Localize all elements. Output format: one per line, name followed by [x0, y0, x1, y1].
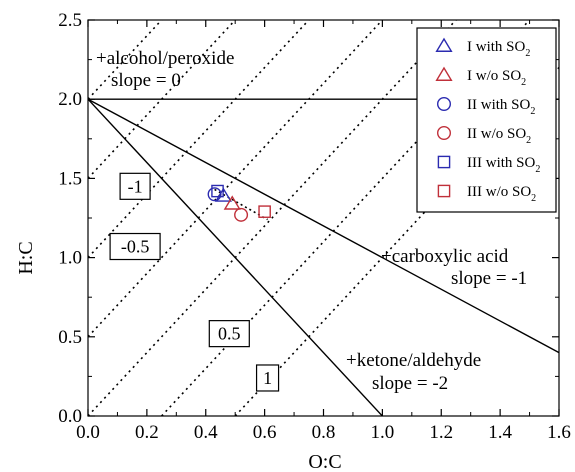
- oxidation-label-text: -0.5: [121, 237, 150, 257]
- oxidation-label-box: [119, 172, 151, 200]
- legend-box: [416, 27, 557, 213]
- legend-item: III w/o SO2: [437, 184, 536, 204]
- legend-marker-triangle: [435, 37, 453, 52]
- oxidation-label-text: 0.5: [218, 324, 241, 344]
- y-tick-label: 2.5: [58, 10, 82, 31]
- y-axis-label: H:C: [15, 241, 37, 274]
- legend-marker-circle: [437, 125, 452, 140]
- reference-line-dotted-5: [87, 19, 310, 259]
- annotation-carboxylic-line1: +carboxylic acid: [381, 246, 509, 267]
- x-tick-label: 0.2: [135, 422, 159, 443]
- legend-item: II w/o SO2: [437, 125, 531, 146]
- oxidation-label-box: [109, 232, 161, 261]
- oxidation-label-text: 1: [263, 368, 272, 388]
- oxidation-label-text: -1: [128, 176, 143, 196]
- annotation-alcohol-line1: +alcohol/peroxide: [96, 48, 234, 69]
- legend-marker-circle: [437, 96, 452, 111]
- y-tick-label: 0.5: [58, 327, 82, 348]
- annotations: +alcohol/peroxide slope = 0 +carboxylic …: [96, 48, 527, 394]
- legend-label: III w/o SO2: [467, 184, 536, 204]
- legend-item: III with SO2: [437, 155, 540, 175]
- legend-marker-square: [437, 155, 451, 169]
- oxidation-label-box: [255, 364, 280, 392]
- data-point-circle-series-2-0: [207, 187, 222, 202]
- annotation-ketone-line1: +ketone/aldehyde: [346, 350, 481, 371]
- data-point-triangle-series-1-0: [223, 195, 241, 210]
- x-tick-label: 0.4: [194, 422, 218, 443]
- axis-ticks: 0.0 0.2 0.4 0.6 0.8 1.0 1.2 1.4 1.6 0.0 0.5 1.0 1.5 2…: [58, 10, 571, 443]
- x-tick-label: 0.6: [253, 422, 277, 443]
- annotation-carboxylic-line2: slope = -1: [451, 268, 527, 289]
- oxidation-label-0: -1: [119, 172, 151, 200]
- reference-line-dotted-4: [87, 19, 236, 179]
- y-tick-label: 1.5: [58, 168, 82, 189]
- x-tick-label: 1.6: [547, 422, 571, 443]
- x-tick-label: 0.0: [76, 422, 100, 443]
- x-tick-label: 0.8: [312, 422, 336, 443]
- x-axis-label: O:C: [308, 451, 341, 472]
- oxidation-label-box: [208, 320, 250, 348]
- legend-label: II w/o SO2: [467, 126, 531, 146]
- legend-marker-triangle: [435, 66, 453, 81]
- y-tick-label: 1.0: [58, 248, 82, 269]
- y-tick-label: 2.0: [58, 89, 82, 110]
- reference-line-dotted-6: [87, 19, 383, 338]
- legend-item: I with SO2: [435, 37, 530, 59]
- legend-label: I with SO2: [467, 39, 530, 59]
- legend-item: II with SO2: [437, 96, 535, 117]
- annotation-ketone-line2: slope = -2: [372, 373, 448, 394]
- data-points: [207, 184, 271, 222]
- x-tick-label: 1.0: [371, 422, 395, 443]
- y-tick-label: 0.0: [58, 406, 82, 427]
- x-tick-label: 1.2: [429, 422, 453, 443]
- data-point-square-series-4-0: [211, 184, 224, 198]
- legend-label: III with SO2: [467, 155, 540, 175]
- legend-marker-square: [437, 184, 451, 198]
- data-point-square-series-5-0: [258, 205, 271, 218]
- reference-line-dotted-7: [87, 19, 457, 417]
- legend-item: I w/o SO2: [435, 66, 526, 88]
- reference-line-solid-1: [87, 98, 560, 354]
- legend-label: I w/o SO2: [467, 68, 526, 88]
- oxidation-label-1: -0.5: [109, 232, 161, 261]
- oxidation-label-2: 0.5: [208, 320, 250, 348]
- data-point-triangle-series-0-0: [214, 187, 232, 202]
- oxidation-state-labels: -1 -0.5 0.5 1: [109, 172, 280, 392]
- oxidation-label-3: 1: [255, 364, 280, 392]
- x-tick-label: 1.4: [488, 422, 512, 443]
- legend-label: II with SO2: [467, 97, 535, 117]
- annotation-alcohol-line2: slope = 0: [111, 70, 181, 91]
- legend: I with SO2 I w/o SO2 II with SO2 II w/o SO2…: [416, 27, 557, 213]
- reference-line-dotted-3: [87, 19, 163, 100]
- data-point-circle-series-3-0: [234, 207, 249, 222]
